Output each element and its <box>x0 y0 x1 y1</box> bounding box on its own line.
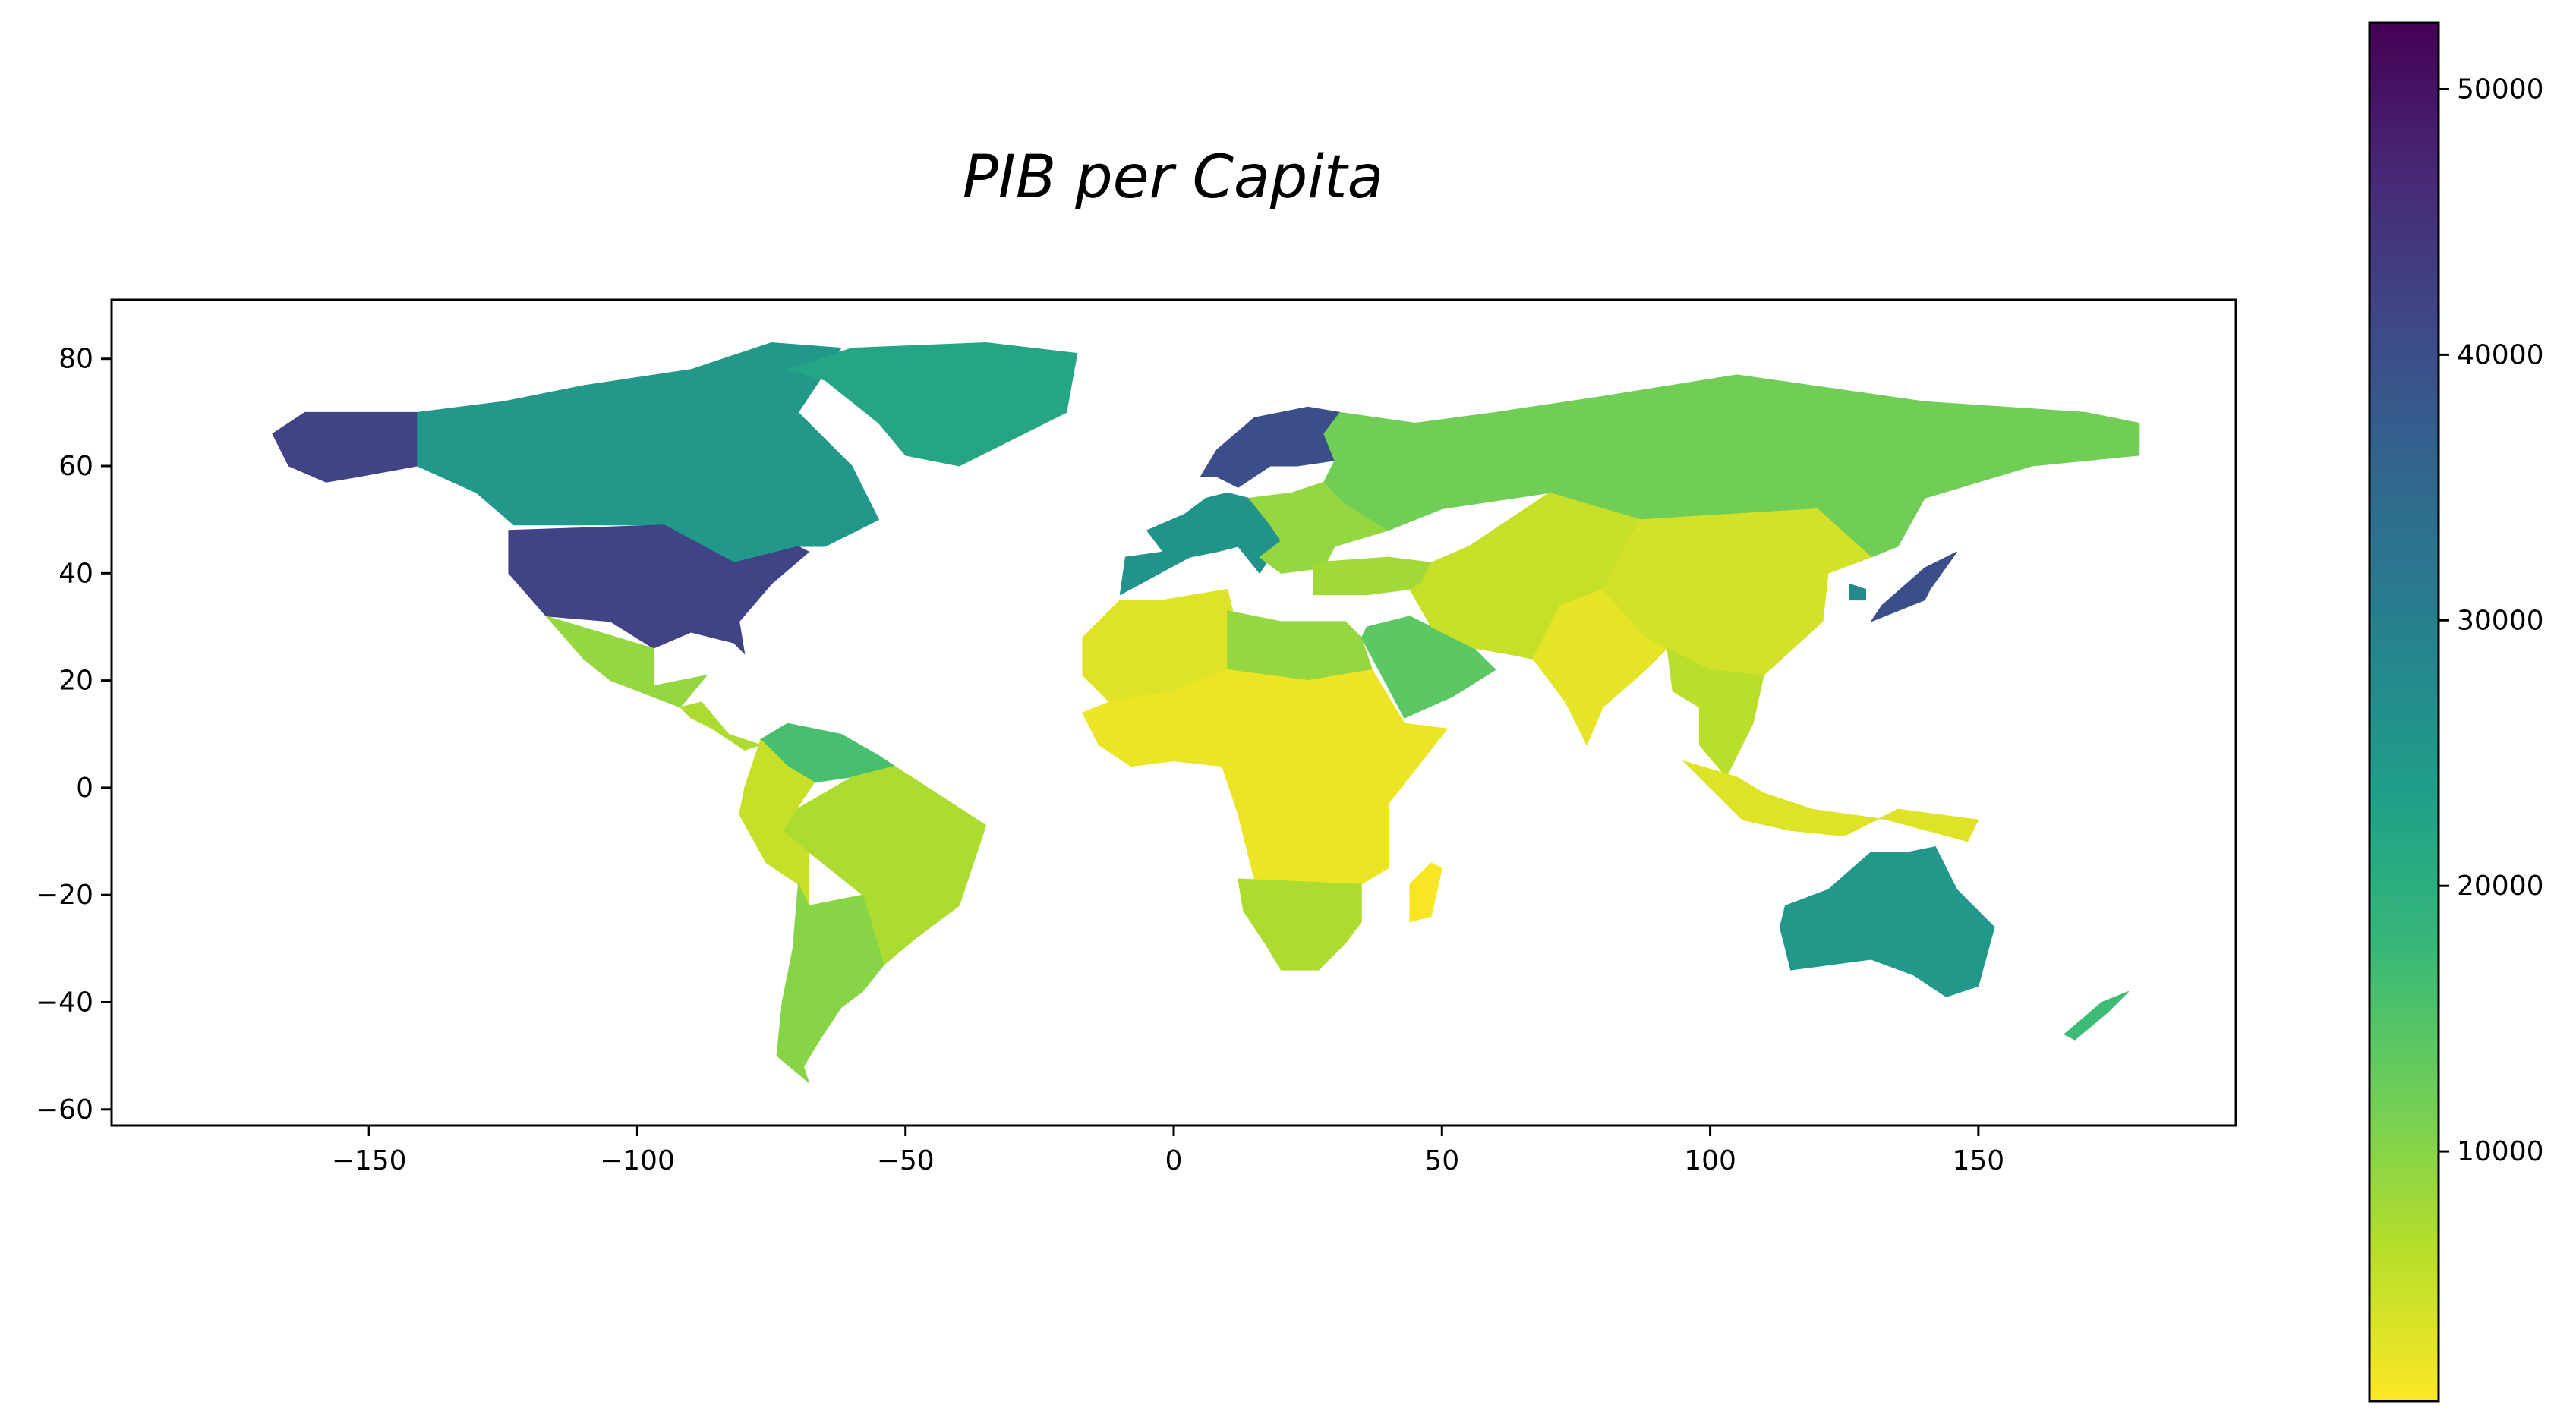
region-andean-countries <box>739 738 815 906</box>
colorbar <box>2368 21 2440 1403</box>
y-tick-label: 0 <box>76 773 93 804</box>
region-central-america <box>679 701 762 751</box>
y-tick-label: −20 <box>36 880 93 911</box>
region-madagascar <box>1409 862 1442 923</box>
x-tick-label: −150 <box>332 1145 407 1176</box>
x-tick-label: 50 <box>1424 1145 1459 1176</box>
region-eastern-europe <box>1247 481 1389 574</box>
region-sub-saharan-africa <box>1082 669 1449 896</box>
region-usa <box>508 524 810 655</box>
x-tick-label: −50 <box>877 1145 935 1176</box>
x-tick-label: 150 <box>1952 1145 2004 1176</box>
y-tick-label: 80 <box>58 344 93 375</box>
colorbar-tick-label: 20000 <box>2457 871 2544 902</box>
region-arabian-peninsula <box>1361 616 1496 719</box>
region-south-korea <box>1849 583 1866 601</box>
region-new-zealand <box>2064 990 2130 1041</box>
x-axis: −150 −100 −50 0 50 100 150 <box>332 1126 2004 1176</box>
region-argentina-chile <box>776 883 885 1085</box>
y-tick-label: 60 <box>58 451 93 482</box>
region-libya-egypt <box>1227 610 1373 682</box>
y-axis: 80 60 40 20 0 −20 −40 −60 <box>36 344 112 1126</box>
colorbar-tick-label: 10000 <box>2457 1136 2544 1167</box>
region-southern-africa <box>1238 878 1362 971</box>
region-alaska-usa <box>272 411 418 483</box>
region-india <box>1532 588 1668 746</box>
region-australia <box>1779 846 1995 997</box>
colorbar-tick-label: 30000 <box>2457 605 2544 636</box>
colorbar-tick-label: 50000 <box>2457 74 2544 105</box>
x-tick-label: 100 <box>1684 1145 1736 1176</box>
colorbar-tick-label: 40000 <box>2457 339 2544 370</box>
world-map <box>272 342 2140 1085</box>
x-tick-label: −100 <box>600 1145 675 1176</box>
region-scandinavia <box>1200 406 1341 488</box>
region-china <box>1602 508 1872 676</box>
x-tick-label: 0 <box>1165 1145 1183 1176</box>
region-russia <box>1323 374 2140 558</box>
y-tick-label: 20 <box>58 666 93 697</box>
y-tick-label: −40 <box>36 987 93 1019</box>
region-indonesia-png <box>1682 760 1979 842</box>
region-canada <box>417 342 880 563</box>
region-japan <box>1870 551 1958 622</box>
y-tick-label: −60 <box>36 1094 93 1126</box>
colorbar-axis: 10000 20000 30000 40000 50000 <box>2439 74 2544 1167</box>
region-mexico <box>544 615 708 708</box>
y-tick-label: 40 <box>58 558 93 589</box>
chart-title: PIB per Capita <box>963 143 1384 212</box>
region-greenland <box>786 342 1078 467</box>
